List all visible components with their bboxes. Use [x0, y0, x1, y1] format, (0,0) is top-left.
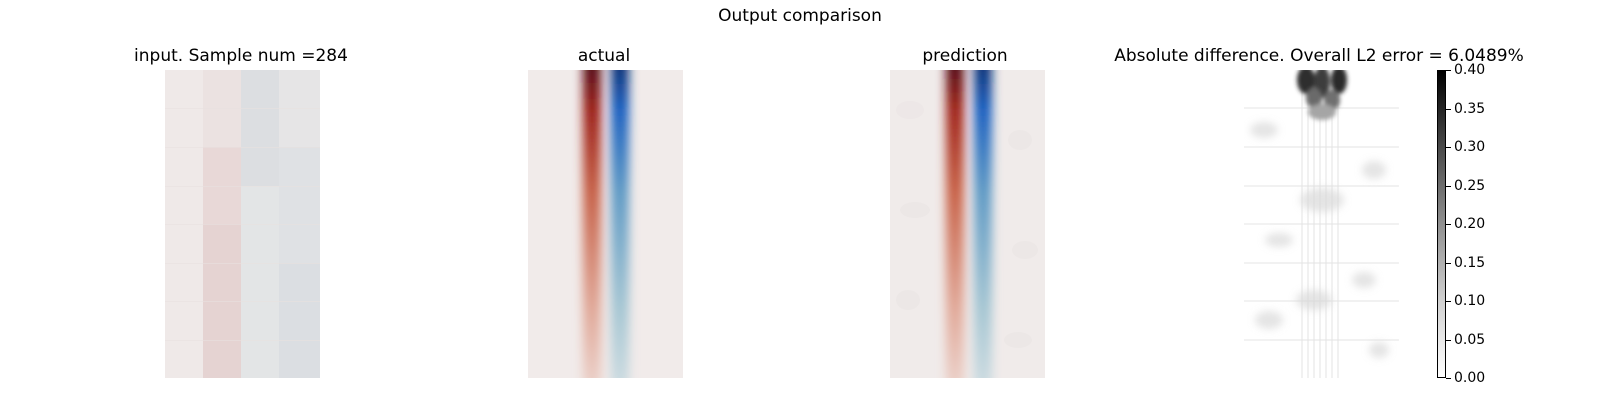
prediction-panel-title: prediction	[922, 46, 1008, 66]
colorbar-tick-label: 0.30	[1454, 139, 1486, 155]
colorbar-tick-label: 0.10	[1454, 293, 1486, 309]
colorbar-tick	[1446, 70, 1451, 71]
input-heatmap	[165, 70, 320, 378]
colorbar-tick-label: 0.25	[1454, 178, 1486, 194]
colorbar-tick-label: 0.40	[1454, 62, 1486, 78]
colorbar-tick	[1446, 301, 1451, 302]
colorbar-tick-label: 0.35	[1454, 101, 1486, 117]
actual-heatmap	[528, 70, 683, 378]
difference-heatmap	[1244, 70, 1399, 378]
colorbar-tick	[1446, 147, 1451, 148]
colorbar-tick	[1446, 340, 1451, 341]
colorbar-tick	[1446, 378, 1451, 379]
actual-panel-title: actual	[577, 46, 631, 66]
colorbar-tick-label: 0.05	[1454, 332, 1486, 348]
figure-title: Output comparison	[718, 6, 882, 26]
colorbar-tick-label: 0.00	[1454, 370, 1486, 386]
colorbar-tick	[1446, 109, 1451, 110]
input-panel-title: input. Sample num =284	[134, 46, 348, 66]
colorbar	[1437, 70, 1446, 378]
colorbar-tick	[1446, 224, 1451, 225]
colorbar-tick-label: 0.15	[1454, 255, 1486, 271]
difference-panel-title: Absolute difference. Overall L2 error = …	[1114, 46, 1524, 66]
colorbar-tick-label: 0.20	[1454, 216, 1486, 232]
colorbar-tick	[1446, 263, 1451, 264]
prediction-heatmap	[890, 70, 1045, 378]
colorbar-tick	[1446, 186, 1451, 187]
